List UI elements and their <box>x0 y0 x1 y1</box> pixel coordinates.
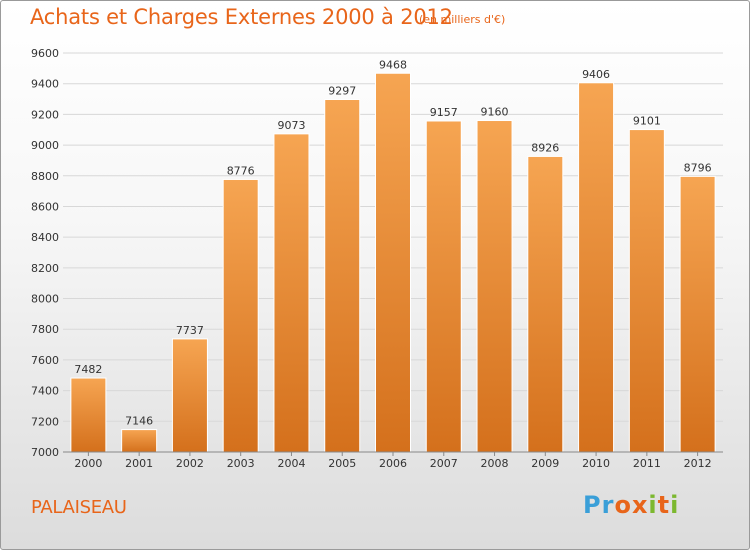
y-tick-label: 8400 <box>31 231 59 244</box>
value-label-2004: 9073 <box>277 119 305 132</box>
bar-2004 <box>273 133 310 453</box>
bar-2000 <box>70 377 107 453</box>
value-labels: 7482 7146 7737 8776 9073 9297 9468 9157 9160 8926… <box>74 58 711 427</box>
bar-2002 <box>171 338 208 453</box>
x-tick-label-2011: 2011 <box>633 457 661 470</box>
value-label-2006: 9468 <box>379 58 407 71</box>
bar-2010 <box>578 82 615 453</box>
bar-2011 <box>628 129 665 453</box>
y-tick-label: 9000 <box>31 139 59 152</box>
value-label-2010: 9406 <box>582 68 610 81</box>
x-tick-label-2002: 2002 <box>176 457 204 470</box>
y-tick-label: 9400 <box>31 78 59 91</box>
city-name: PALAISEAU <box>31 497 127 518</box>
bar-2008 <box>476 120 513 453</box>
bars <box>70 72 716 453</box>
bar-2006 <box>375 72 411 453</box>
value-label-2011: 9101 <box>633 115 661 128</box>
bar-2001 <box>121 429 158 453</box>
logo-letter: i <box>670 491 680 519</box>
bar-2003 <box>222 178 259 453</box>
x-tick-label-2003: 2003 <box>227 457 255 470</box>
bar-2012 <box>679 175 716 453</box>
logo-letter: o <box>614 491 632 519</box>
x-tick-label-2001: 2001 <box>125 457 153 470</box>
x-tick-label-2000: 2000 <box>74 457 102 470</box>
logo-letter: t <box>657 491 671 519</box>
value-label-2008: 9160 <box>481 106 509 119</box>
value-label-2003: 8776 <box>227 164 255 177</box>
value-label-2007: 9157 <box>430 106 458 119</box>
bar-2009 <box>527 155 564 453</box>
y-axis-ticks: 7000 7200 7400 7600 7800 8000 8200 8400 8600 8800… <box>31 47 59 459</box>
x-tick-label-2006: 2006 <box>379 457 407 470</box>
y-tick-label: 7800 <box>31 323 59 336</box>
value-label-2009: 8926 <box>531 141 559 154</box>
y-tick-label: 7000 <box>31 446 59 459</box>
x-tick-label-2004: 2004 <box>277 457 305 470</box>
value-label-2012: 8796 <box>684 161 712 174</box>
chart-title: Achats et Charges Externes 2000 à 2012 <box>30 5 453 29</box>
x-tick-label-2007: 2007 <box>430 457 458 470</box>
logo-letter: r <box>601 491 615 519</box>
y-tick-label: 9200 <box>31 108 59 121</box>
value-label-2000: 7482 <box>74 363 102 376</box>
logo-letter: P <box>583 491 602 519</box>
y-tick-label: 9600 <box>31 47 59 60</box>
logo-letter: x <box>631 491 649 519</box>
y-tick-label: 8600 <box>31 200 59 213</box>
y-tick-label: 7600 <box>31 354 59 367</box>
y-tick-label: 8000 <box>31 293 59 306</box>
y-tick-label: 7400 <box>31 385 59 398</box>
y-tick-label: 8200 <box>31 262 59 275</box>
x-tick-label-2010: 2010 <box>582 457 610 470</box>
chart-unit: (en milliers d'€) <box>419 13 506 26</box>
x-tick-label-2012: 2012 <box>684 457 712 470</box>
logo-letter: i <box>648 491 658 519</box>
x-tick-label-2009: 2009 <box>531 457 559 470</box>
bar-2005 <box>324 98 361 453</box>
value-label-2001: 7146 <box>125 415 153 428</box>
x-tick-label-2005: 2005 <box>328 457 356 470</box>
x-tick-label-2008: 2008 <box>481 457 509 470</box>
value-label-2002: 7737 <box>176 324 204 337</box>
value-label-2005: 9297 <box>328 84 356 97</box>
y-tick-label: 8800 <box>31 170 59 183</box>
bar-2007 <box>425 120 462 453</box>
x-axis-ticks: 2000 2001 2002 2003 2004 2005 2006 2007 2008 2009… <box>74 452 712 470</box>
proxiti-logo: Proxiti <box>583 491 679 519</box>
y-tick-label: 7200 <box>31 415 59 428</box>
